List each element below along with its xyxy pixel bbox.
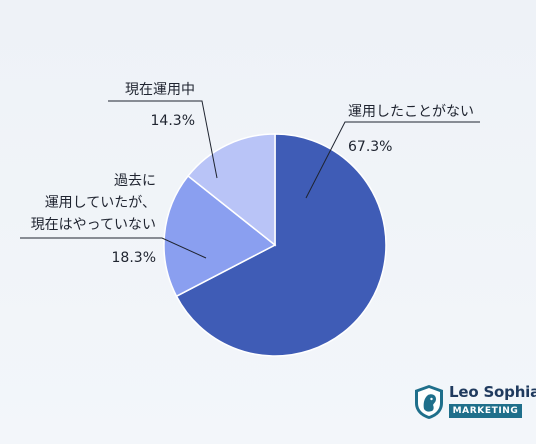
leader-line-never-used	[305, 121, 480, 199]
label-never-used: 運用したことがない	[348, 104, 474, 120]
slice-never-used	[175, 133, 387, 357]
label-past-used-line-2: 運用していたが、	[45, 195, 156, 211]
value-past-used: 18.3%	[112, 250, 156, 266]
lion-icon	[415, 385, 443, 419]
leader-line-past-used	[20, 237, 207, 259]
value-current-used: 14.3%	[151, 113, 195, 129]
slice-past-used	[163, 174, 277, 298]
label-past-used-line-1: 過去に	[114, 173, 156, 189]
brand-logo: Leo Sophia MARKETING	[413, 382, 536, 422]
label-past-used-line-3: 現在はやっていない	[31, 217, 156, 233]
brand-name: Leo Sophia	[449, 383, 536, 401]
label-current-used: 現在運用中	[125, 82, 195, 98]
brand-tag: MARKETING	[449, 404, 522, 418]
leader-line-current-used	[108, 100, 218, 179]
slice-current-used	[187, 133, 276, 247]
value-never-used: 67.3%	[348, 139, 392, 155]
